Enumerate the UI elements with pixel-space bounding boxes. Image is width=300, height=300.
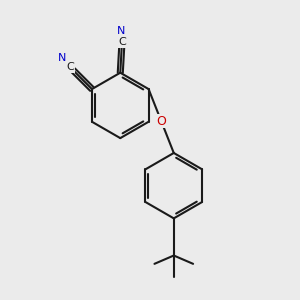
- Text: N: N: [58, 53, 66, 63]
- Text: C: C: [118, 37, 126, 47]
- Text: C: C: [66, 62, 74, 72]
- Text: O: O: [156, 115, 166, 128]
- Text: N: N: [117, 26, 125, 35]
